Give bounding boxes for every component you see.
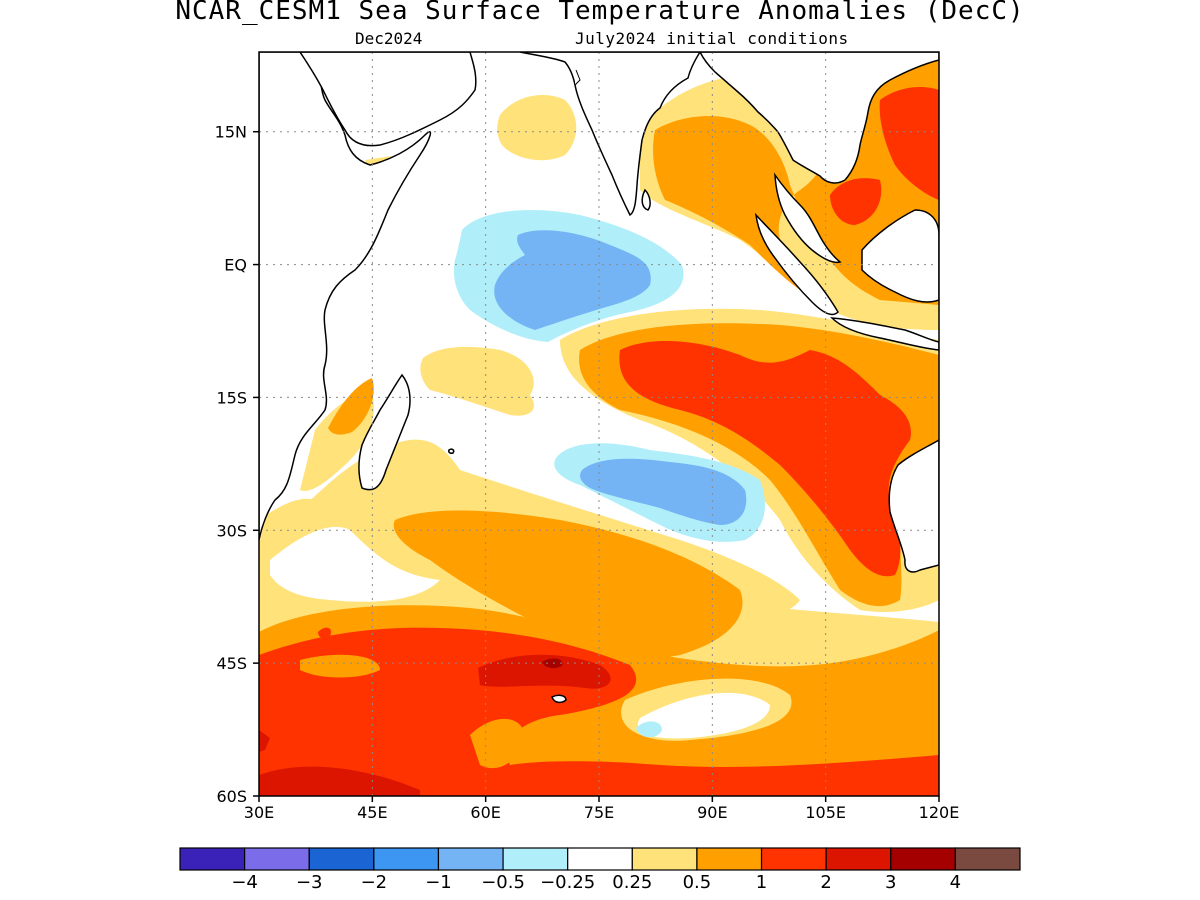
forecast-month: Dec2024 bbox=[355, 29, 423, 48]
anomaly-region-1-pocket-c bbox=[810, 673, 839, 693]
java-landmass bbox=[830, 317, 939, 351]
colorbar-label: −3 bbox=[296, 872, 323, 893]
australia-landmass bbox=[888, 439, 939, 573]
anomaly-region-white-pocket bbox=[637, 692, 770, 739]
anomaly-region-1-pocket-b bbox=[300, 654, 380, 678]
colorbar-swatch bbox=[760, 847, 827, 871]
lon-tick-label: 60E bbox=[470, 803, 500, 822]
initial-conditions-label: July2024 initial conditions bbox=[575, 29, 849, 48]
maldives-islands bbox=[574, 69, 581, 86]
land-masses bbox=[259, 52, 939, 704]
map-gridlines bbox=[259, 52, 939, 796]
colorbar-label: −4 bbox=[231, 872, 258, 893]
colorbar-label: 1 bbox=[756, 872, 767, 893]
chart-title: NCAR_CESM1 Sea Surface Temperature Anoma… bbox=[175, 0, 1025, 26]
anomaly-region-neg025-pocket bbox=[636, 721, 662, 738]
borneo-landmass bbox=[861, 209, 939, 303]
sumatra-landmass bbox=[754, 212, 839, 316]
southeast-asia-landmass bbox=[699, 52, 939, 184]
anomaly-region-neg05-equatorial bbox=[494, 230, 651, 330]
anomaly-region-05-africa bbox=[259, 498, 316, 540]
colorbar-label: 3 bbox=[885, 872, 896, 893]
colorbar-label: 2 bbox=[820, 872, 831, 893]
lon-tick-label: 90E bbox=[697, 803, 727, 822]
lon-tick-label: 30E bbox=[244, 803, 274, 822]
anomaly-region-3-south-c bbox=[259, 730, 270, 752]
lon-tick-label: 45E bbox=[357, 803, 387, 822]
colorbar-swatch bbox=[631, 847, 698, 871]
colorbar-label: −2 bbox=[361, 872, 388, 893]
madagascar-landmass bbox=[358, 373, 411, 491]
anomaly-region-2-south bbox=[259, 627, 939, 796]
colorbar-swatch bbox=[567, 847, 633, 871]
anomaly-region-1-pocket-a bbox=[470, 718, 525, 769]
india-landmass bbox=[519, 52, 701, 217]
africa-landmass bbox=[259, 52, 432, 541]
arabia-landmass bbox=[299, 52, 477, 147]
lat-tick-label: 45S bbox=[216, 654, 247, 673]
lat-tick-label: 15S bbox=[216, 388, 247, 407]
colorbar-swatch bbox=[502, 847, 569, 871]
lat-tick-label: 15N bbox=[215, 123, 247, 142]
colorbar: −4 −3 −2 −1 −0.5 −0.25 0.25 0.5 1 2 3 4 bbox=[179, 847, 1021, 893]
latitude-axis: 15N EQ 15S 30S 45S 60S bbox=[215, 123, 259, 806]
anomaly-region-3-south-b bbox=[259, 766, 420, 796]
lat-tick-label: 30S bbox=[216, 521, 247, 540]
colorbar-swatch bbox=[179, 847, 246, 871]
mauritius-island bbox=[448, 448, 455, 454]
anomaly-region-1-madagascar bbox=[328, 378, 374, 435]
anomaly-region-2-northeast-a bbox=[830, 178, 882, 225]
colorbar-label: 0.25 bbox=[612, 872, 652, 893]
colorbar-label: −1 bbox=[425, 872, 452, 893]
anomaly-region-white-subtropical bbox=[270, 526, 440, 602]
lon-tick-label: 105E bbox=[805, 803, 846, 822]
lon-tick-label: 75E bbox=[584, 803, 614, 822]
colorbar-swatch bbox=[244, 847, 310, 871]
colorbar-swatch bbox=[308, 847, 375, 871]
anomaly-region-05-arabian bbox=[497, 95, 577, 161]
anomaly-region-05-west bbox=[420, 346, 534, 416]
anomaly-region-neg05-south bbox=[580, 458, 747, 525]
colorbar-swatch bbox=[373, 847, 440, 871]
anomaly-region-2-northeast-b bbox=[879, 87, 939, 200]
colorbar-label: 0.5 bbox=[683, 872, 712, 893]
colorbar-swatch bbox=[825, 847, 892, 871]
colorbar-swatch bbox=[437, 847, 504, 871]
srilanka-landmass bbox=[641, 188, 651, 211]
lat-tick-label: EQ bbox=[224, 256, 247, 275]
colorbar-label: −0.5 bbox=[481, 872, 525, 893]
colorbar-swatch bbox=[890, 847, 956, 871]
kerguelen-island bbox=[551, 694, 567, 704]
anomaly-region-4-south bbox=[542, 658, 563, 669]
colorbar-label: −0.25 bbox=[540, 872, 595, 893]
longitude-axis: 30E 45E 60E 75E 90E 105E 120E bbox=[244, 796, 960, 822]
colorbar-swatch bbox=[954, 847, 1021, 871]
lat-tick-label: 60S bbox=[216, 787, 247, 806]
anomaly-region-1-subtropical bbox=[393, 510, 743, 659]
anomaly-region-2-pocket bbox=[318, 627, 332, 639]
lon-tick-label: 120E bbox=[919, 803, 960, 822]
malay-peninsula-landmass bbox=[774, 172, 842, 264]
colorbar-swatch bbox=[696, 847, 763, 871]
colorbar-label: 4 bbox=[950, 872, 961, 893]
anomaly-region-2-east bbox=[619, 340, 911, 577]
